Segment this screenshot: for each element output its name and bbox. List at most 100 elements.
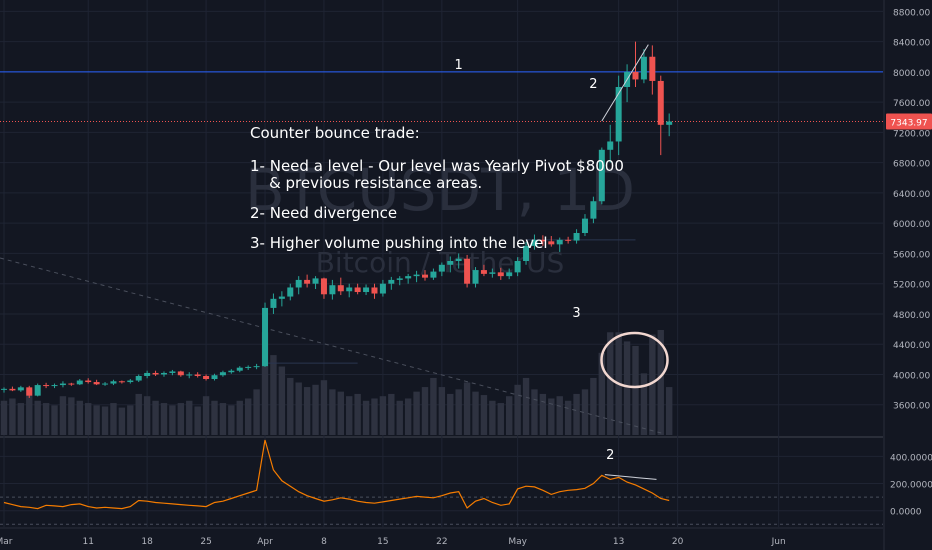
last-price-tag (886, 113, 932, 130)
price-tick-label: 7600.00 (893, 99, 930, 109)
candle-body (405, 276, 412, 279)
candle-body (312, 278, 319, 284)
candle-body (68, 383, 75, 385)
dashed-trendline (0, 257, 666, 435)
volume-bar (26, 389, 33, 435)
candle-body (118, 381, 125, 383)
volume-bar (34, 400, 41, 435)
volume-bar (522, 377, 530, 435)
candle-body (514, 261, 521, 273)
time-tick-label: 15 (377, 537, 388, 547)
volume-bar (590, 377, 597, 435)
volume-highlight-circle (600, 331, 669, 389)
candle-body (287, 287, 294, 297)
time-tick-label: Apr (257, 537, 273, 547)
time-tick-label: 13 (613, 537, 624, 547)
candle-body (590, 201, 597, 219)
indicator-tick-label: 400.0000 (890, 453, 932, 463)
volume-bar (244, 398, 252, 435)
candle-body (169, 371, 176, 373)
price-tick-label: 8000.00 (893, 69, 930, 79)
volume-bar (404, 398, 412, 435)
candle-body (346, 287, 353, 292)
volume-bar (287, 377, 294, 435)
candle-body (422, 274, 428, 278)
candle-body (320, 278, 327, 295)
candle-body (548, 241, 555, 245)
price-tick-label: 4400.00 (893, 341, 930, 351)
indicator-tick-label: 200.0000 (890, 481, 932, 491)
volume-bar (531, 389, 538, 435)
volume-bar (657, 330, 664, 435)
time-tick-label: Mar (0, 537, 13, 547)
last-price-label: 7343.97 (890, 118, 927, 128)
volume-bar (564, 400, 572, 435)
candle-body (506, 272, 513, 277)
volume-bar (354, 393, 361, 435)
candle-body (270, 298, 277, 308)
candle-body (354, 287, 361, 293)
candle-body (110, 381, 117, 384)
volume-bar (236, 400, 243, 435)
candle-body (245, 366, 252, 368)
volume-bar (202, 396, 210, 435)
time-tick-label: Jun (771, 537, 786, 547)
candle-body (59, 383, 66, 386)
volume-bar (110, 403, 117, 435)
volume-bar (497, 403, 504, 435)
indicator-pane (0, 439, 883, 525)
volume-bar (447, 393, 454, 435)
candle-body (43, 385, 50, 387)
candle-body (152, 372, 159, 375)
candle-body (26, 387, 33, 396)
volume-bar (68, 397, 75, 435)
candle-body (497, 272, 504, 277)
volume-bar (194, 406, 201, 435)
volume-bar (665, 387, 673, 435)
volume-bar (413, 391, 420, 435)
volume-bar (472, 391, 479, 435)
candle-body (598, 149, 605, 202)
volume-bar (388, 393, 395, 435)
volume-bar (480, 395, 488, 435)
candle-body (160, 372, 167, 375)
volume-bar (101, 406, 109, 435)
candle-body (388, 279, 395, 284)
volume-bar (514, 384, 521, 435)
volume-bar (455, 389, 462, 435)
volume-bar (649, 334, 656, 435)
price-tick-label: 4800.00 (893, 311, 930, 321)
volume-bar (632, 345, 639, 435)
candle-body (9, 388, 16, 391)
time-tick-label: 20 (672, 537, 684, 547)
candle-body (455, 258, 462, 261)
candle-body (295, 279, 302, 288)
candle-body (219, 372, 226, 376)
volume-bar (253, 389, 260, 435)
candle-body (607, 141, 614, 150)
volume-bar (76, 400, 83, 435)
annotation-label: 1 (455, 58, 463, 73)
time-tick-label: 11 (82, 537, 93, 547)
volume-bar (329, 389, 336, 435)
price-tick-label: 6400.00 (893, 190, 930, 200)
candle-body (93, 382, 100, 385)
axes: 3600.00 4000.00 4400.00 4800.00 5200.00 5600.… (0, 8, 932, 547)
candle-body (203, 375, 210, 380)
volume-bar (295, 382, 302, 435)
volume-bar (135, 393, 142, 435)
price-tick-label: 8800.00 (893, 8, 930, 18)
price-tick-label: 7200.00 (893, 129, 930, 139)
annotation-label: 2 (589, 77, 597, 92)
volume-bar (169, 405, 176, 435)
candle-body (127, 380, 134, 383)
volume-bar (371, 398, 378, 435)
candle-body (666, 121, 673, 125)
watermark-symbol: BTCUSDT, 1D (245, 156, 635, 224)
annotation-label: 2 (606, 448, 614, 463)
candle-body (17, 387, 24, 391)
candle-body (489, 272, 496, 274)
candle-body (640, 56, 647, 80)
candle-body (573, 233, 580, 241)
